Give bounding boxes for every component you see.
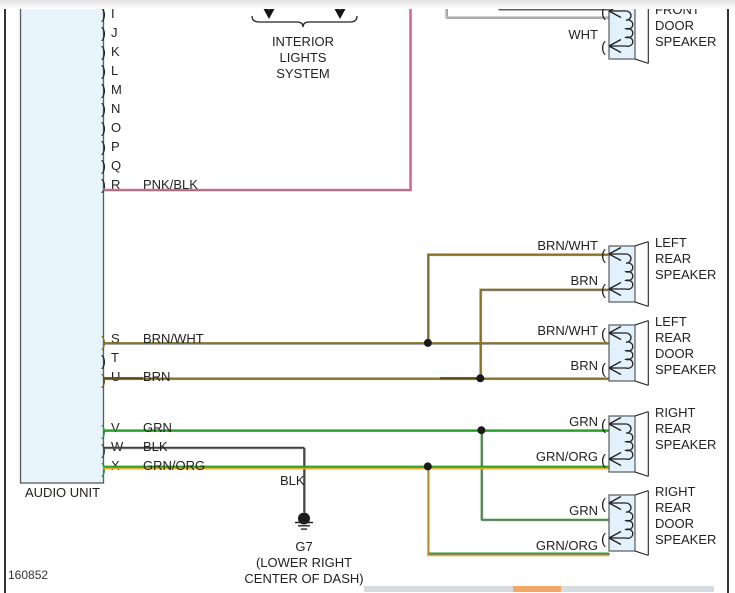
svg-text:WHT: WHT xyxy=(568,27,598,42)
svg-text:BRN: BRN xyxy=(571,358,598,373)
svg-text:BLK: BLK xyxy=(280,473,305,488)
svg-text:GRN: GRN xyxy=(569,414,598,429)
svg-text:T: T xyxy=(111,350,119,365)
svg-text:X: X xyxy=(111,458,120,473)
svg-text:LIGHTS: LIGHTS xyxy=(280,50,327,65)
svg-text:): ) xyxy=(101,63,106,80)
svg-text:SYSTEM: SYSTEM xyxy=(276,66,329,81)
svg-text:V: V xyxy=(111,420,120,435)
svg-text:BRN: BRN xyxy=(571,273,598,288)
svg-text:): ) xyxy=(101,25,106,42)
svg-text:GRN: GRN xyxy=(143,420,172,435)
svg-text:): ) xyxy=(101,442,106,459)
svg-text:BRN/WHT: BRN/WHT xyxy=(143,331,204,346)
svg-text:AUDIO UNIT: AUDIO UNIT xyxy=(25,485,100,500)
svg-text:SPEAKER: SPEAKER xyxy=(655,362,716,377)
svg-text:M: M xyxy=(111,82,122,97)
svg-text:): ) xyxy=(101,120,106,137)
svg-text:REAR: REAR xyxy=(655,500,691,515)
svg-text:SPEAKER: SPEAKER xyxy=(655,267,716,282)
svg-text:(LOWER RIGHT: (LOWER RIGHT xyxy=(256,555,352,570)
svg-text:DOOR: DOOR xyxy=(655,18,694,33)
svg-text:DOOR: DOOR xyxy=(655,346,694,361)
svg-text:BRN: BRN xyxy=(143,369,170,384)
svg-text:REAR: REAR xyxy=(655,330,691,345)
svg-text:CENTER OF DASH): CENTER OF DASH) xyxy=(244,571,363,586)
svg-text:P: P xyxy=(111,139,120,154)
svg-text:N: N xyxy=(111,101,120,116)
svg-text:BRN/WHT: BRN/WHT xyxy=(537,323,598,338)
svg-text:U: U xyxy=(111,369,120,384)
svg-text:SPEAKER: SPEAKER xyxy=(655,532,716,547)
svg-text:BRN/WHT: BRN/WHT xyxy=(537,238,598,253)
svg-text:): ) xyxy=(101,82,106,99)
svg-text:PNK/BLK: PNK/BLK xyxy=(143,177,198,192)
svg-text:): ) xyxy=(101,177,106,194)
svg-text:160852: 160852 xyxy=(8,568,48,582)
svg-text:): ) xyxy=(101,353,106,370)
svg-text:LEFT: LEFT xyxy=(655,235,687,250)
svg-text:): ) xyxy=(101,461,106,478)
svg-text:RIGHT: RIGHT xyxy=(655,405,696,420)
svg-text:): ) xyxy=(101,101,106,118)
svg-text:SPEAKER: SPEAKER xyxy=(655,34,716,49)
svg-text:): ) xyxy=(101,139,106,156)
svg-text:GRN/ORG: GRN/ORG xyxy=(536,449,598,464)
svg-text:J: J xyxy=(111,25,118,40)
svg-text:): ) xyxy=(101,158,106,175)
svg-text:GRN/ORG: GRN/ORG xyxy=(536,538,598,553)
svg-text:RIGHT: RIGHT xyxy=(655,484,696,499)
svg-text:W: W xyxy=(111,439,124,454)
svg-text:GRN/ORG: GRN/ORG xyxy=(143,458,205,473)
svg-text:K: K xyxy=(111,44,120,59)
svg-text:BLK: BLK xyxy=(143,439,168,454)
svg-text:): ) xyxy=(101,423,106,440)
svg-text:G7: G7 xyxy=(295,539,312,554)
svg-text:O: O xyxy=(111,120,121,135)
svg-text:REAR: REAR xyxy=(655,421,691,436)
svg-text:LEFT: LEFT xyxy=(655,314,687,329)
svg-text:S: S xyxy=(111,331,120,346)
svg-text:SPEAKER: SPEAKER xyxy=(655,437,716,452)
svg-text:REAR: REAR xyxy=(655,251,691,266)
svg-text:INTERIOR: INTERIOR xyxy=(272,34,334,49)
svg-text:): ) xyxy=(101,372,106,389)
svg-text:Q: Q xyxy=(111,158,121,173)
svg-text:GRN: GRN xyxy=(569,503,598,518)
svg-text:): ) xyxy=(101,44,106,61)
svg-text:L: L xyxy=(111,63,118,78)
svg-text:DOOR: DOOR xyxy=(655,516,694,531)
